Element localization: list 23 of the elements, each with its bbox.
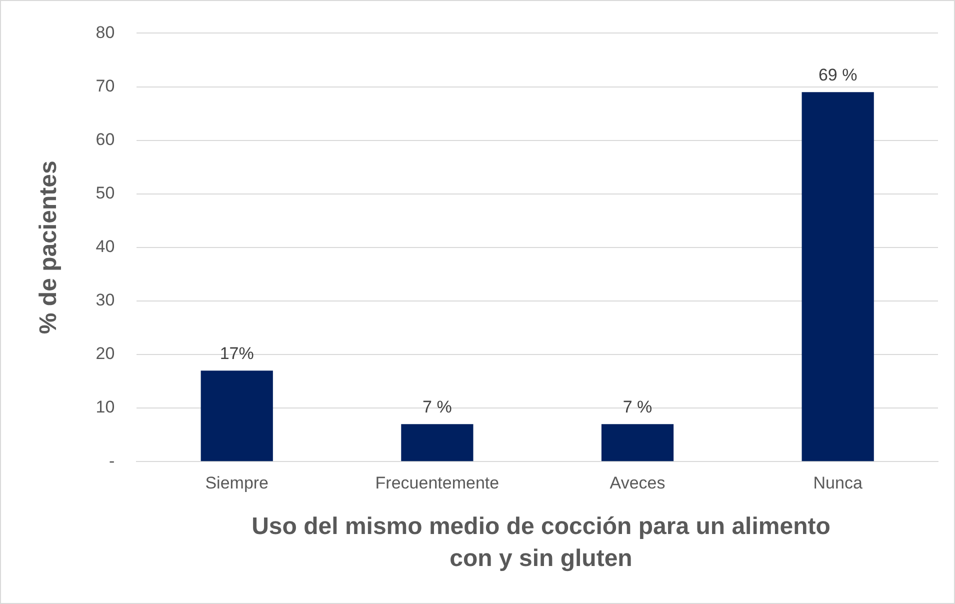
y-tick-label: 10: [96, 398, 115, 417]
x-tick-label: Nunca: [813, 473, 863, 492]
y-tick-label: 30: [96, 290, 115, 310]
y-tick-label: 50: [96, 184, 115, 203]
bar: [601, 424, 674, 462]
data-label: 7 %: [422, 397, 452, 416]
x-axis-title: Uso del mismo medio de cocción para un alimento con y sin gluten: [251, 512, 831, 574]
bar: [200, 370, 273, 462]
data-label: 7 %: [622, 397, 652, 416]
y-tick-label: 40: [96, 237, 115, 256]
y-tick-label: -: [109, 451, 115, 470]
y-tick-label: 60: [96, 130, 115, 149]
y-tick-label: 80: [96, 22, 115, 42]
bar: [401, 424, 474, 462]
bar: [802, 92, 874, 462]
data-label: 69 %: [818, 65, 858, 84]
x-tick-label: Siempre: [205, 473, 269, 492]
x-tick-label: Aveces: [610, 473, 666, 492]
y-tick-label: 70: [96, 76, 115, 96]
y-tick-label: 20: [96, 344, 115, 364]
x-tick-label: Frecuentemente: [375, 473, 500, 492]
data-label: 17%: [220, 344, 254, 363]
y-axis-title: % de pacientes: [35, 160, 62, 334]
